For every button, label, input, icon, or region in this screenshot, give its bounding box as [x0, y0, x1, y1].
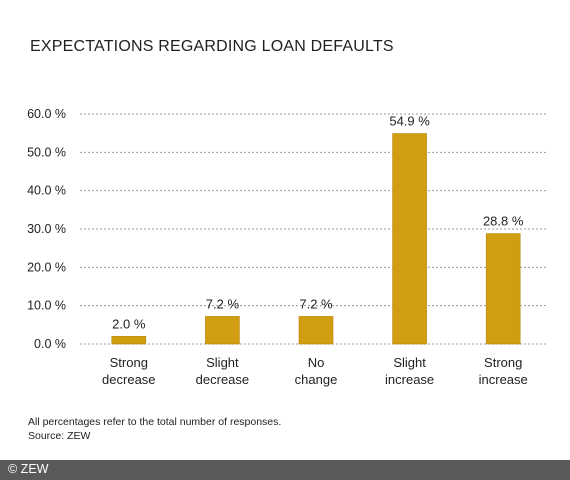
bar-value-label: 7.2 %: [206, 296, 240, 311]
chart-notes: All percentages refer to the total numbe…: [28, 415, 281, 443]
y-tick-label: 20.0 %: [27, 260, 66, 274]
y-tick-label: 60.0 %: [27, 107, 66, 121]
bar-value-label: 7.2 %: [299, 296, 333, 311]
category-label: change: [295, 372, 338, 387]
y-tick-label: 50.0 %: [27, 145, 66, 159]
bar: [205, 316, 240, 345]
bar-value-label: 54.9 %: [389, 114, 430, 129]
copyright-credit: © ZEW: [8, 462, 49, 476]
y-tick-label: 0.0 %: [34, 337, 66, 351]
y-tick-label: 10.0 %: [27, 299, 66, 313]
bar: [392, 133, 427, 345]
category-label: Strong: [484, 355, 522, 370]
category-label: increase: [479, 372, 528, 387]
bar-chart: 0.0 % 10.0 % 20.0 % 30.0 % 40.0 % 50.0 % 60.0 …: [27, 107, 548, 387]
category-label: increase: [385, 372, 434, 387]
category-label: Strong: [110, 355, 148, 370]
bar: [485, 233, 521, 345]
note-source: Source: ZEW: [28, 430, 91, 442]
footer-bar: © ZEW: [0, 460, 570, 480]
category-label: Slight: [393, 355, 426, 370]
y-tick-label: 40.0 %: [27, 184, 66, 198]
bar: [111, 336, 147, 345]
y-tick-label: 30.0 %: [27, 222, 66, 236]
bar: [298, 316, 334, 345]
category-label: No: [308, 355, 325, 370]
category-label: decrease: [196, 372, 249, 387]
category-label: Slight: [206, 355, 239, 370]
category-label: decrease: [102, 372, 155, 387]
bar-value-label: 2.0 %: [112, 316, 146, 331]
chart-title: EXPECTATIONS REGARDING LOAN DEFAULTS: [30, 38, 394, 55]
bar-value-label: 28.8 %: [483, 214, 524, 229]
note-percentages: All percentages refer to the total numbe…: [28, 416, 282, 428]
